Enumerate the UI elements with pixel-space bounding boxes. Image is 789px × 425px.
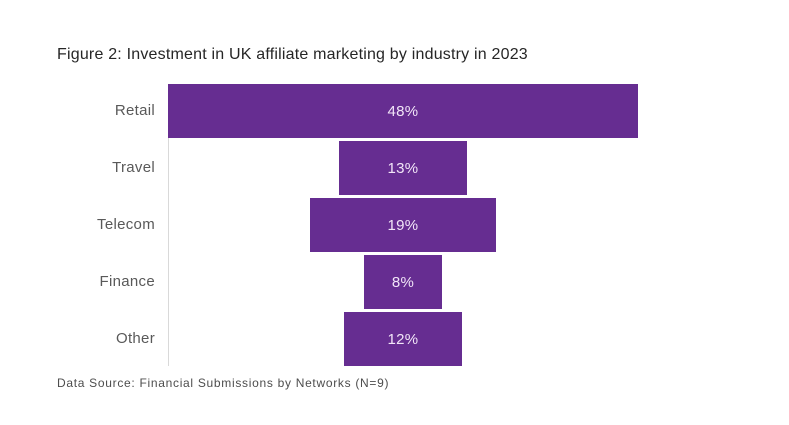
plot-row-area: 19% bbox=[168, 198, 789, 252]
bar-rows: Retail 48% Travel 13% Telecom 19% Finance 8% Oth… bbox=[0, 84, 789, 366]
bar-row: Finance 8% bbox=[0, 255, 789, 309]
category-label: Telecom bbox=[97, 216, 155, 233]
plot-row-area: 12% bbox=[168, 312, 789, 366]
bar-value-label: 12% bbox=[387, 330, 419, 348]
bar-row: Telecom 19% bbox=[0, 198, 789, 252]
bar-chart: Retail 48% Travel 13% Telecom 19% Finance 8% Oth… bbox=[0, 84, 789, 366]
category-label: Finance bbox=[99, 273, 155, 290]
bar-value-label: 13% bbox=[387, 159, 419, 177]
bar-row: Retail 48% bbox=[0, 84, 789, 138]
bar-value-label: 8% bbox=[391, 273, 415, 291]
plot-row-area: 48% bbox=[168, 84, 789, 138]
bar: 12% bbox=[344, 312, 462, 366]
bar-row: Travel 13% bbox=[0, 141, 789, 195]
plot-row-area: 13% bbox=[168, 141, 789, 195]
chart-title: Figure 2: Investment in UK affiliate mar… bbox=[57, 46, 528, 63]
y-axis-line bbox=[168, 84, 169, 366]
bar-value-label: 19% bbox=[387, 216, 419, 234]
plot-row-area: 8% bbox=[168, 255, 789, 309]
category-label: Other bbox=[115, 330, 155, 347]
bar: 8% bbox=[363, 255, 443, 309]
bar-value-label: 48% bbox=[387, 102, 419, 120]
category-label: Retail bbox=[114, 102, 155, 119]
category-label: Travel bbox=[112, 159, 155, 176]
data-source-note: Data Source: Financial Submissions by Ne… bbox=[57, 376, 390, 390]
bar-row: Other 12% bbox=[0, 312, 789, 366]
bar: 19% bbox=[309, 198, 496, 252]
bar: 48% bbox=[168, 84, 638, 138]
bar: 13% bbox=[339, 141, 467, 195]
